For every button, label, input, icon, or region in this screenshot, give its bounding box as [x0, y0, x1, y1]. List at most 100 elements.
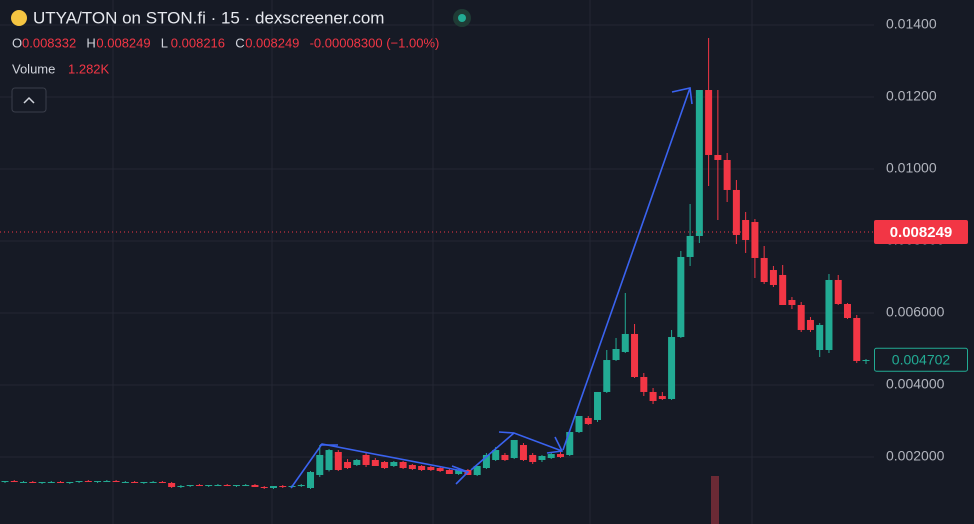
candle-body: [10, 481, 18, 483]
ohlc-value: 0.008249: [96, 35, 150, 50]
candle-body: [510, 440, 518, 459]
candle-body: [29, 481, 37, 483]
candle-body: [260, 486, 268, 488]
ohlc-key: L: [161, 35, 168, 50]
candle-body: [668, 337, 676, 400]
candle-body: [621, 333, 629, 352]
candle-body: [825, 279, 833, 351]
last-price-label: 0.008249: [890, 224, 953, 241]
candle-body: [843, 303, 851, 319]
candle-body: [381, 462, 389, 469]
ohlc-key: O: [12, 35, 22, 50]
candle-body: [751, 221, 759, 258]
token-icon: [11, 10, 27, 26]
candle-body: [612, 348, 620, 361]
candle-body: [168, 482, 176, 487]
chart-title: UTYA/TON on STON.fi · 15 · dexscreener.c…: [33, 8, 384, 27]
candle-body: [797, 305, 805, 330]
candle-body: [445, 469, 453, 474]
candle-body: [408, 464, 416, 469]
ohlc-key: H: [86, 35, 95, 50]
candle-body: [94, 481, 102, 483]
y-tick-label: 0.006000: [886, 304, 945, 320]
candle-body: [214, 485, 222, 487]
candle-body: [695, 90, 703, 236]
candle-body: [279, 486, 287, 488]
candle-body: [806, 319, 814, 330]
candle-body: [788, 299, 796, 306]
ohlc-line: O 0.008332 H 0.008249 L 0.008216 C 0.008249 -0.0…: [12, 35, 439, 50]
candle-body: [223, 485, 231, 487]
y-tick-label: 0.01200: [886, 88, 937, 104]
candle-body: [714, 154, 722, 160]
candle-body: [853, 318, 861, 361]
candle-body: [232, 485, 240, 487]
candle-body: [760, 257, 768, 282]
candle-body: [251, 485, 259, 487]
collapse-button[interactable]: [11, 87, 47, 113]
candle-body: [519, 445, 527, 460]
candle-body: [473, 466, 481, 476]
candle-body: [66, 481, 74, 483]
candle-body: [631, 333, 639, 378]
marker-price-box: [874, 347, 968, 372]
candle-body: [482, 454, 490, 469]
candle-body: [594, 391, 602, 420]
time-grid: [112, 0, 753, 524]
candle-body: [112, 481, 120, 483]
ohlc-value: 0.008249: [245, 35, 299, 50]
candle-body: [575, 415, 583, 433]
plot: [0, 24, 874, 490]
candle-body: [742, 220, 750, 240]
candle-body: [195, 485, 203, 487]
candle-body: [20, 481, 28, 483]
candle-body: [834, 279, 842, 304]
candle-body: [103, 481, 111, 483]
candle-body: [501, 454, 509, 460]
candle-body: [556, 454, 564, 458]
candle-body: [649, 391, 657, 401]
candle-body: [584, 418, 592, 424]
candle-body: [769, 270, 777, 285]
candle-body: [732, 189, 740, 235]
candle-body: [344, 462, 352, 469]
drawn-arrows: [290, 87, 693, 489]
candle-body: [566, 432, 574, 455]
candle-body: [297, 485, 305, 487]
candle-body: [492, 450, 500, 460]
candle-body: [334, 451, 342, 470]
candle-body: [158, 481, 166, 483]
candle-body: [529, 454, 537, 463]
candle-body: [1, 481, 9, 483]
candle-body: [205, 485, 213, 487]
candle-body: [177, 486, 185, 488]
last-price-box: [874, 220, 968, 245]
status-dot: [458, 14, 466, 22]
candle-body: [723, 159, 731, 190]
candle-body: [603, 360, 611, 392]
volume-label: Volume: [12, 61, 55, 76]
ohlc-key: C: [235, 35, 244, 50]
candle-body: [325, 450, 333, 470]
candle-body: [705, 90, 713, 155]
candle-body: [816, 324, 824, 351]
candle-body: [316, 454, 324, 476]
candle-body: [427, 467, 435, 470]
candle-body: [362, 454, 370, 465]
y-tick-label: 0.01400: [886, 16, 937, 32]
candle-body: [677, 256, 685, 338]
candle-body: [640, 377, 648, 392]
candle-body: [686, 235, 694, 257]
candle-body: [547, 454, 555, 459]
candle-body: [436, 468, 444, 472]
candle-body: [307, 472, 315, 488]
candle-body: [140, 481, 148, 483]
candle-body: [149, 481, 157, 483]
candle-body: [353, 459, 361, 465]
ohlc-value: 0.008216: [171, 35, 225, 50]
candle-body: [418, 466, 426, 470]
y-tick-label: 0.002000: [886, 448, 945, 464]
candle-body: [38, 481, 46, 483]
